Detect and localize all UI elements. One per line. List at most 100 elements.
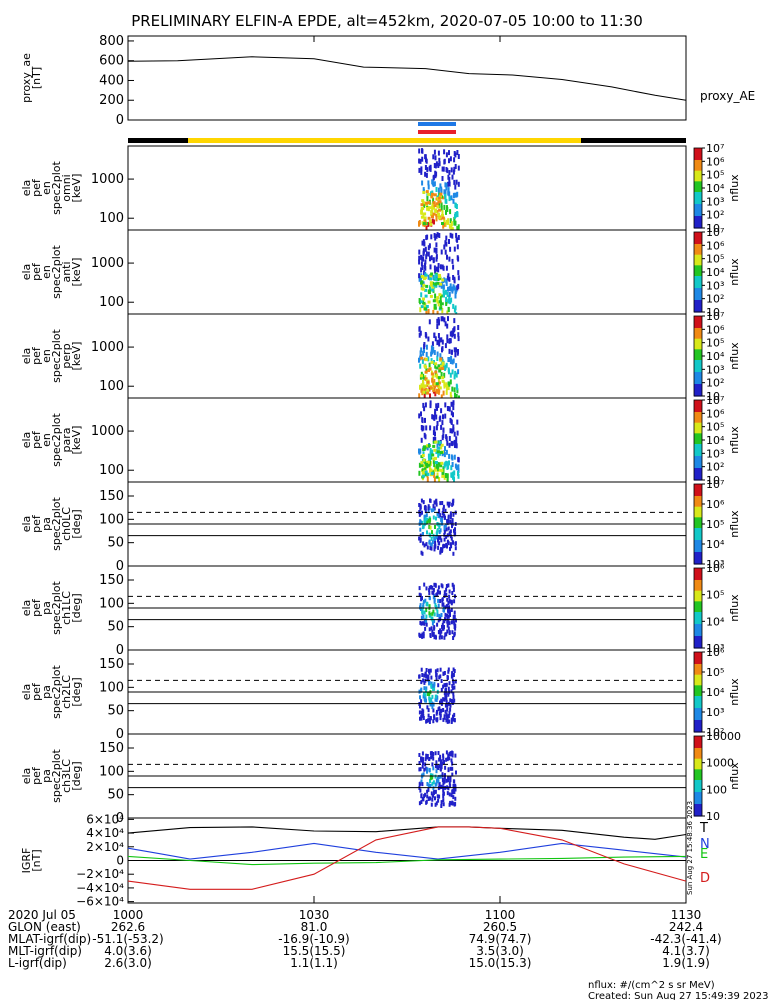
flux-cell	[434, 697, 437, 702]
axis-row-label: MLT-igrf(dip)	[8, 944, 82, 958]
colorbar-tick-label: 10³	[706, 447, 724, 460]
flux-cell	[425, 157, 427, 163]
flux-cell	[438, 337, 441, 343]
colorbar-tick-label: 10⁴	[706, 434, 725, 447]
flux-cell	[445, 297, 448, 302]
flux-cell	[422, 772, 425, 777]
flux-cell	[438, 675, 441, 680]
flux-cell	[420, 621, 423, 626]
colorbar-cell	[694, 268, 702, 270]
flux-cell	[442, 284, 445, 290]
flux-cell	[433, 332, 436, 338]
colorbar-cell	[694, 661, 702, 664]
colorbar-cell	[694, 768, 702, 770]
science-zone-bar-red	[418, 130, 456, 134]
colorbar-cell	[694, 466, 702, 469]
flux-cell	[438, 157, 441, 163]
flux-core-cell	[420, 461, 424, 465]
colorbar-cell	[694, 289, 702, 292]
flux-cell	[445, 362, 448, 368]
colorbar-cell	[694, 510, 702, 513]
colorbar-tick-label: 10⁶	[706, 646, 725, 659]
eclipse-bar-left	[128, 138, 188, 143]
flux-cell	[444, 709, 447, 714]
flux-cell	[427, 221, 430, 227]
flux-cell	[454, 392, 456, 398]
colorbar-cell	[694, 378, 702, 381]
flux-cell	[421, 673, 424, 677]
flux-cell	[423, 582, 426, 587]
colorbar-cell	[694, 222, 702, 225]
colorbar-cell	[694, 368, 702, 370]
flux-cell	[421, 520, 424, 525]
flux-cell	[430, 683, 433, 688]
flux-cell	[440, 764, 443, 769]
flux-cell	[443, 372, 446, 378]
flux-cell	[427, 245, 430, 251]
colorbar-cell	[694, 456, 702, 458]
axis-row-value: -51.1(-53.2)	[92, 932, 163, 946]
flux-cell	[424, 626, 427, 631]
flux-cell	[445, 219, 448, 225]
flux-cell	[452, 169, 455, 175]
flux-cell	[453, 374, 456, 380]
flux-cell	[442, 802, 445, 807]
colorbar-cell	[694, 693, 702, 696]
flux-cell	[445, 592, 448, 597]
flux-cell	[442, 512, 445, 517]
colorbar-cell	[694, 722, 702, 725]
en_perp-ylabel-line: [keV]	[70, 342, 83, 371]
colorbar-cell	[694, 668, 702, 670]
flux-cell	[446, 334, 449, 340]
flux-cell	[449, 515, 452, 520]
flux-cell	[441, 210, 444, 216]
legend-t: T	[699, 821, 708, 836]
colorbar-cell	[694, 669, 702, 672]
colorbar-cell	[694, 377, 702, 380]
flux-cell	[442, 414, 444, 420]
flux-cell	[418, 710, 421, 715]
flux-cell	[435, 764, 437, 769]
flux-cell	[438, 341, 441, 347]
flux-cell	[424, 165, 427, 170]
flux-core-cell	[424, 387, 428, 391]
flux-cell	[429, 783, 432, 788]
flux-cell	[455, 232, 458, 238]
flux-cell	[448, 752, 451, 757]
y-tick-label: 0	[116, 854, 124, 868]
flux-core-cell	[428, 219, 432, 223]
flux-cell	[452, 551, 455, 556]
flux-cell	[443, 590, 446, 595]
flux-core-cell	[435, 213, 439, 217]
flux-cell	[447, 714, 450, 719]
colorbar-cell	[694, 614, 702, 617]
colorbar-cell	[694, 365, 702, 368]
flux-cell	[443, 775, 446, 780]
colorbar-tick-label: 10⁴	[706, 686, 725, 699]
flux-cell	[435, 256, 438, 262]
flux-cell	[453, 633, 456, 638]
flux-cell	[431, 797, 434, 802]
flux-core-cell	[423, 446, 427, 450]
flux-cell	[447, 669, 450, 674]
flux-cell	[419, 307, 422, 313]
flux-cell	[433, 506, 436, 511]
flux-cell	[455, 179, 458, 185]
flux-cell	[430, 791, 433, 796]
pa_ch3-ylabel-line: pa	[40, 769, 53, 783]
axis-row-value: 1.9(1.9)	[662, 956, 710, 970]
flux-cell	[420, 498, 423, 503]
colorbar-cell	[694, 342, 702, 345]
axis-row-label: L-igrf(dip)	[8, 956, 67, 970]
colorbar-cell	[694, 748, 702, 750]
flux-cell	[453, 718, 456, 723]
flux-cell	[453, 476, 455, 482]
y-tick-label: 50	[107, 536, 124, 551]
flux-core-cell	[422, 376, 426, 380]
flux-cell	[438, 764, 441, 768]
flux-core-cell	[434, 374, 438, 378]
flux-cell	[441, 501, 444, 505]
flux-cell	[431, 683, 434, 688]
colorbar-cell	[694, 530, 702, 533]
